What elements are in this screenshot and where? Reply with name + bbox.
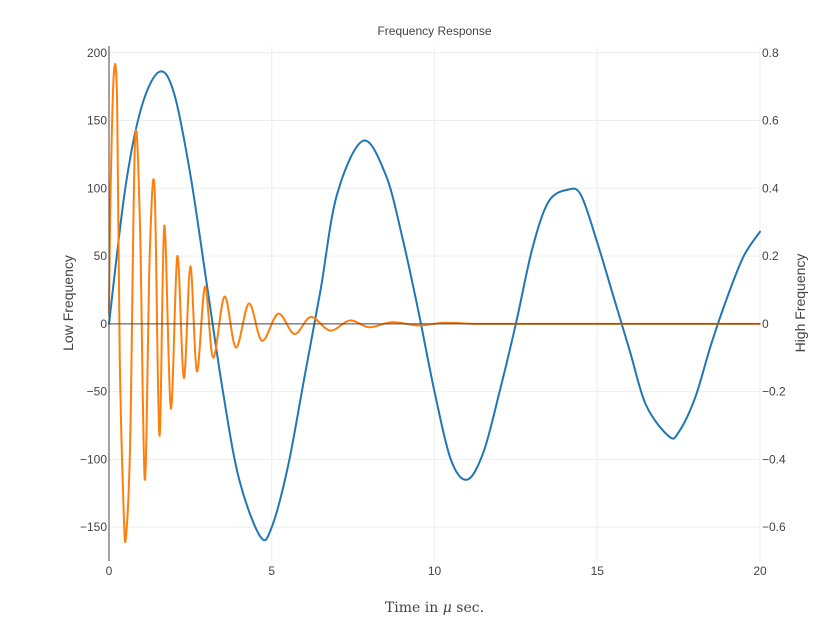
x-tick-label: 10 bbox=[428, 564, 442, 578]
x-tick-label: 20 bbox=[753, 564, 767, 578]
grid bbox=[109, 46, 761, 561]
y-left-tick-label: 100 bbox=[87, 181, 107, 195]
y-left-tick-label: 200 bbox=[87, 46, 107, 60]
y-left-tick-label: 50 bbox=[94, 249, 108, 263]
tick-labels: 0 5 10 15 20 −150 −100 −50 0 50 100 150 200 −0.6 −0.4 −… bbox=[80, 46, 786, 578]
x-axis-title-prefix: Time in bbox=[385, 600, 443, 616]
y-left-tick-label: −150 bbox=[80, 520, 107, 534]
high-frequency-series-line bbox=[108, 63, 761, 544]
y-right-tick-label: 0.2 bbox=[762, 249, 779, 263]
y-axis-right-title: High Frequency bbox=[792, 254, 808, 353]
x-tick-label: 5 bbox=[268, 564, 275, 578]
axes bbox=[108, 46, 760, 561]
y-left-tick-label: 0 bbox=[100, 317, 107, 331]
y-right-tick-label: −0.2 bbox=[762, 385, 786, 399]
y-left-tick-label: −50 bbox=[87, 385, 108, 399]
x-axis-title-symbol: μ bbox=[443, 600, 452, 616]
y-axis-left-title: Low Frequency bbox=[60, 255, 76, 351]
y-left-tick-label: 150 bbox=[87, 114, 107, 128]
y-right-tick-label: 0.4 bbox=[762, 181, 779, 195]
low-frequency-series-line bbox=[108, 70, 761, 542]
y-right-tick-label: −0.6 bbox=[762, 520, 786, 534]
x-axis-title-suffix: sec. bbox=[452, 600, 484, 616]
x-tick-label: 0 bbox=[106, 564, 113, 578]
y-left-tick-label: −100 bbox=[80, 452, 107, 466]
chart-title: Frequency Response bbox=[377, 24, 491, 38]
y-right-tick-label: −0.4 bbox=[762, 452, 786, 466]
y-right-tick-label: 0 bbox=[762, 317, 769, 331]
x-axis-title: Time in μ sec. bbox=[385, 600, 484, 616]
y-right-tick-label: 0.6 bbox=[762, 114, 779, 128]
x-tick-label: 15 bbox=[591, 564, 605, 578]
y-right-tick-label: 0.8 bbox=[762, 46, 779, 60]
series-lines bbox=[108, 63, 761, 544]
